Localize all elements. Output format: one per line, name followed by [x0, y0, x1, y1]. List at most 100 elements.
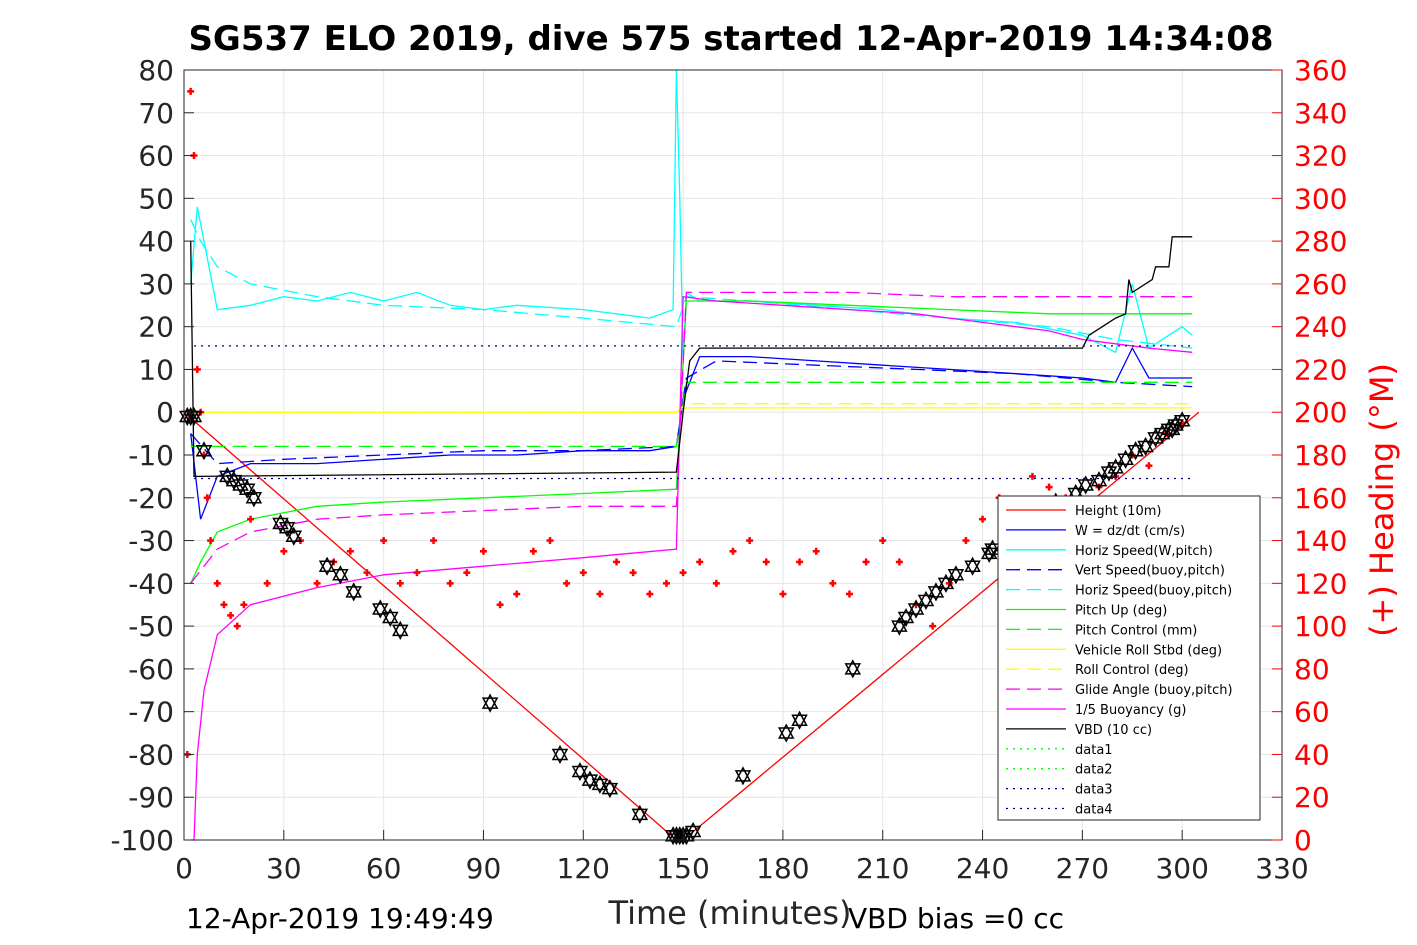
y-right-tick-label: 340 — [1294, 97, 1347, 130]
x-tick-label: 90 — [466, 852, 502, 885]
y-tick-label: 10 — [138, 353, 174, 386]
x-tick-label: 120 — [557, 852, 610, 885]
y-right-tick-label: 100 — [1294, 610, 1347, 643]
x-tick-label: 30 — [266, 852, 302, 885]
legend-label: Height (10m) — [1075, 504, 1161, 519]
y-right-tick-label: 260 — [1294, 268, 1347, 301]
series-line-4 — [190, 219, 1193, 349]
vbd-marker — [791, 710, 808, 730]
heading-point — [430, 537, 438, 545]
axis-ticks: 0 30 60 90 120 150 180 210 240 270 300 330807060504… — [110, 54, 1347, 885]
heading-point — [563, 579, 571, 587]
heading-point — [546, 537, 554, 545]
vbd-marker — [332, 565, 349, 585]
heading-point — [213, 579, 221, 587]
y-right-tick-label: 200 — [1294, 396, 1347, 429]
vbd-marker — [318, 556, 336, 576]
heading-point — [203, 494, 211, 502]
vbd-marker — [1173, 411, 1191, 431]
y-tick-label: 40 — [138, 225, 174, 258]
heading-point — [762, 558, 770, 566]
series-line-8 — [190, 403, 1193, 413]
series-line-6 — [190, 381, 1193, 448]
y-right-tick-label: 80 — [1294, 653, 1330, 686]
y-tick-label: -90 — [128, 781, 174, 814]
y-right-tick-label: 40 — [1294, 738, 1330, 771]
y-right-tick-label: 240 — [1294, 311, 1347, 344]
vbd-marker — [777, 723, 795, 743]
heading-point — [313, 579, 321, 587]
legend-label: Horiz Speed(buoy,pitch) — [1075, 584, 1232, 599]
heading-point — [187, 87, 195, 95]
y-tick-label: 20 — [138, 311, 174, 344]
series-line-2 — [190, 69, 1193, 361]
series-line-11 — [190, 236, 1193, 478]
x-tick-label: 210 — [856, 852, 909, 885]
y-tick-label: -30 — [128, 525, 174, 558]
y-right-tick-label: 20 — [1294, 781, 1330, 814]
y-right-tick-label: 0 — [1294, 824, 1312, 857]
heading-point — [729, 547, 737, 555]
y-tick-label: -60 — [128, 653, 174, 686]
vbd-marker — [964, 556, 981, 576]
y-right-tick-label: 220 — [1294, 353, 1347, 386]
y-tick-label: -70 — [128, 696, 174, 729]
series-layer — [183, 69, 1200, 841]
vbd-marker — [984, 539, 1001, 559]
vbd-marker — [571, 761, 589, 782]
legend-label: Pitch Control (mm) — [1075, 623, 1197, 638]
legend-label: data3 — [1075, 783, 1113, 798]
vbd-marker — [734, 766, 752, 786]
legend-label: Vert Speed(buoy,pitch) — [1075, 564, 1225, 579]
vbd-marker-layer — [179, 406, 1191, 846]
heading-point — [796, 558, 804, 566]
heading-point — [712, 579, 720, 587]
heading-point — [929, 622, 937, 630]
heading-point — [193, 365, 201, 373]
vbd-marker — [917, 590, 935, 611]
heading-point — [479, 547, 487, 555]
heading-point — [879, 537, 887, 545]
y-right-tick-label: 140 — [1294, 525, 1347, 558]
y-right-tick-label: 320 — [1294, 140, 1347, 173]
vbd-marker — [844, 659, 862, 679]
footer-vbd-bias: VBD bias =0 cc — [848, 902, 1064, 935]
series-line-9 — [190, 291, 1193, 584]
vbd-marker — [285, 526, 303, 546]
vbd-marker — [947, 565, 965, 585]
heading-point — [746, 537, 754, 545]
y-right-tick-label: 60 — [1294, 696, 1330, 729]
vbd-marker — [195, 441, 213, 461]
x-tick-label: 60 — [366, 852, 402, 885]
vbd-marker — [684, 821, 702, 842]
vbd-marker — [245, 488, 263, 508]
x-tick-label: 180 — [756, 852, 809, 885]
y-right-tick-label: 360 — [1294, 54, 1347, 87]
heading-point — [263, 579, 271, 587]
vbd-marker — [185, 406, 203, 427]
heading-point — [579, 569, 587, 577]
heading-point — [1045, 483, 1053, 491]
x-tick-label: 300 — [1155, 852, 1208, 885]
y-right-tick-label: 300 — [1294, 182, 1347, 215]
vbd-marker — [1117, 449, 1134, 469]
heading-point — [895, 558, 903, 566]
heading-point — [227, 611, 235, 619]
vbd-marker — [382, 607, 399, 628]
heading-point — [1145, 462, 1153, 470]
y-tick-label: -50 — [128, 610, 174, 643]
heading-point — [696, 558, 704, 566]
legend: Height (10m) W = dz/dt (cm/s) Horiz Speed(… — [997, 495, 1261, 821]
series-line-3 — [190, 360, 1193, 465]
vbd-marker — [937, 573, 955, 593]
heading-point — [396, 579, 404, 587]
legend-label: data4 — [1075, 803, 1113, 818]
vbd-marker — [1090, 471, 1108, 491]
heading-point — [496, 601, 504, 609]
heading-point — [862, 558, 870, 566]
y-tick-label: 30 — [138, 268, 174, 301]
vbd-marker — [345, 582, 362, 602]
footer-timestamp: 12-Apr-2019 19:49:49 — [186, 902, 494, 935]
legend-label: W = dz/dt (cm/s) — [1075, 524, 1185, 539]
heading-point — [812, 547, 820, 555]
